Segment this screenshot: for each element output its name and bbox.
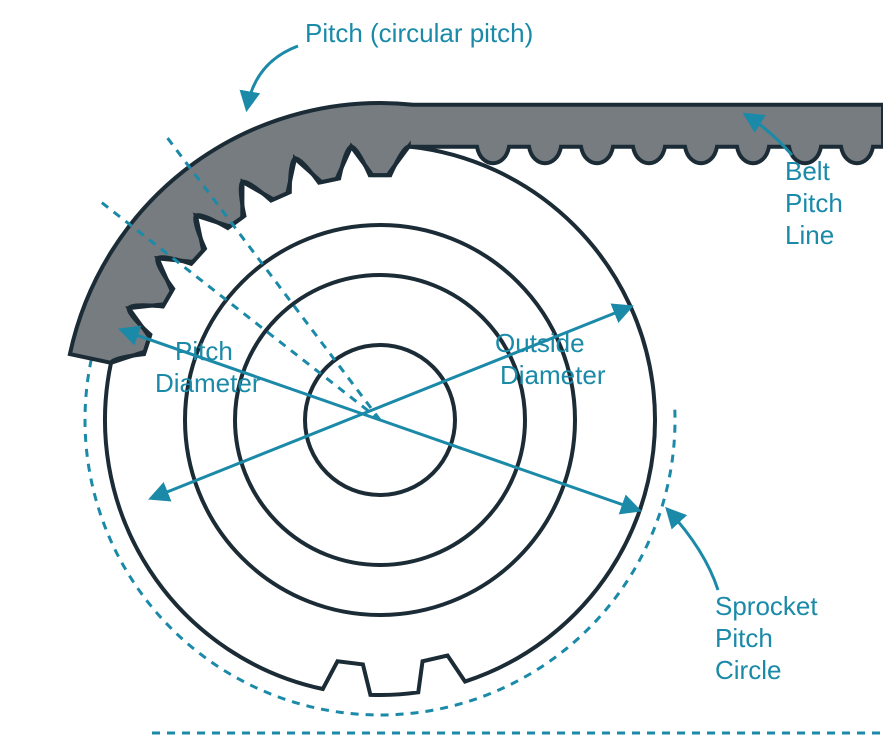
belt-pitch-label-2: Pitch <box>785 188 843 218</box>
belt-pitch-label-3: Line <box>785 220 834 250</box>
sprocket-pitch-label-1: Sprocket <box>715 591 818 621</box>
sprocket-pitch-pointer <box>668 510 718 590</box>
pitch-pointer <box>247 46 298 108</box>
pitch-title-label: Pitch (circular pitch) <box>305 18 533 48</box>
sprocket-pitch-label-3: Circle <box>715 655 781 685</box>
pitch-diameter-label-1: Pitch <box>175 336 233 366</box>
belt-pitch-label-1: Belt <box>785 156 831 186</box>
diagram-stage: Pitch (circular pitch) Pitch Diameter Ou… <box>0 0 883 756</box>
belt-body <box>70 103 883 363</box>
outside-diameter-label-2: Diameter <box>500 360 606 390</box>
pitch-diameter-label-2: Diameter <box>155 368 261 398</box>
sprocket-pitch-label-2: Pitch <box>715 623 773 653</box>
outside-diameter-label-1: Outside <box>495 328 585 358</box>
